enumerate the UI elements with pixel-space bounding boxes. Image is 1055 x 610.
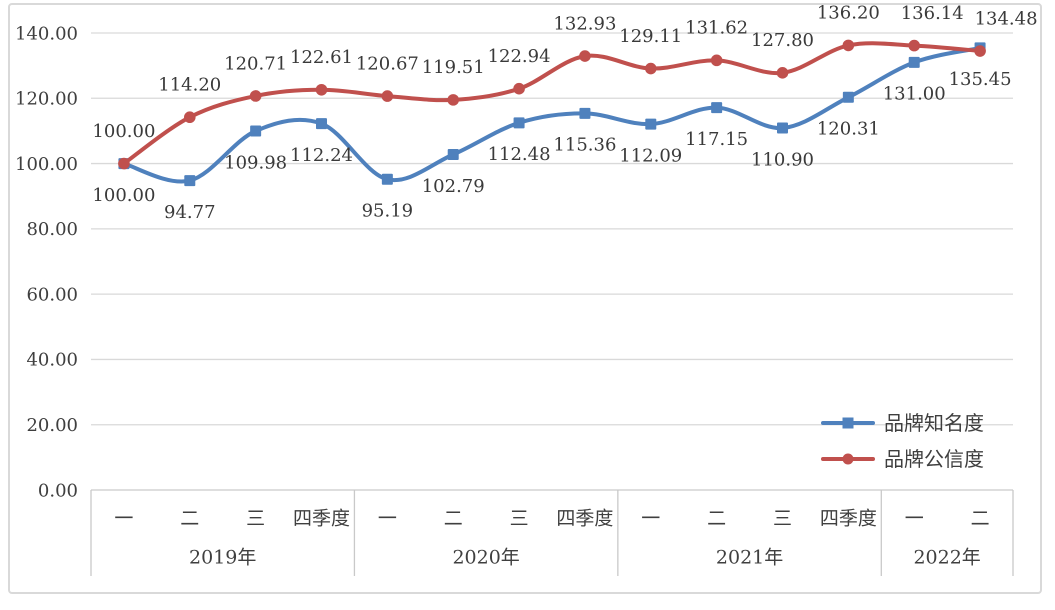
data-point-marker-brand-credibility <box>908 39 921 52</box>
legend-line-sample <box>821 417 875 428</box>
data-point-marker-brand-credibility <box>776 67 789 79</box>
data-point-marker-brand-awareness <box>711 102 723 114</box>
y-axis-tick-label: 80.00 <box>26 219 78 240</box>
y-axis-tick-label: 120.00 <box>15 89 78 110</box>
data-point-label-brand-credibility: 122.94 <box>488 46 551 67</box>
data-point-marker-brand-awareness <box>908 56 920 68</box>
circle-marker-icon <box>842 453 854 464</box>
chart-frame <box>8 3 1042 594</box>
data-point-marker-brand-credibility <box>842 39 855 52</box>
data-point-marker-brand-awareness <box>184 175 196 187</box>
x-axis-quarter-label: 二 <box>180 508 199 530</box>
data-point-label-brand-credibility: 136.14 <box>901 3 964 24</box>
data-point-label-brand-awareness: 117.15 <box>685 129 748 150</box>
legend: 品牌知名度 品牌公信度 <box>821 408 984 473</box>
data-point-label-brand-credibility: 132.93 <box>553 13 616 34</box>
x-axis-quarter-label: 一 <box>378 508 397 530</box>
legend-item-brand-awareness[interactable]: 品牌知名度 <box>821 408 984 437</box>
x-axis-quarter-label: 四季度 <box>820 508 877 530</box>
x-axis-year-label: 2019年 <box>189 547 256 569</box>
data-point-label-brand-awareness: 100.00 <box>92 185 155 206</box>
legend-line-sample <box>821 453 875 464</box>
data-point-label-brand-credibility: 134.48 <box>975 8 1038 29</box>
data-point-marker-brand-awareness <box>316 118 327 130</box>
x-axis-quarter-label: 四季度 <box>556 508 613 530</box>
y-axis-tick-label: 100.00 <box>15 154 78 175</box>
data-point-marker-brand-credibility <box>513 82 525 95</box>
data-point-marker-brand-credibility <box>183 111 196 124</box>
data-point-label-brand-awareness: 109.98 <box>224 152 287 173</box>
x-axis-quarter-label: 三 <box>246 508 265 530</box>
data-point-marker-brand-awareness <box>250 125 262 137</box>
data-point-label-brand-awareness: 112.24 <box>290 145 353 166</box>
square-marker-icon <box>842 417 854 428</box>
x-axis-year-label: 2022年 <box>913 547 980 569</box>
data-point-label-brand-awareness: 95.19 <box>362 201 414 222</box>
data-point-label-brand-credibility: 136.20 <box>817 3 880 24</box>
x-axis-year-label: 2021年 <box>716 547 783 569</box>
data-point-marker-brand-awareness <box>381 173 393 185</box>
x-axis-quarter-label: 一 <box>641 508 660 530</box>
data-point-marker-brand-credibility <box>249 90 262 102</box>
x-axis-quarter-label: 一 <box>114 508 133 530</box>
data-point-label-brand-credibility: 122.61 <box>290 47 353 68</box>
data-point-label-brand-credibility: 120.67 <box>356 53 419 74</box>
data-point-marker-brand-credibility <box>710 54 723 67</box>
x-axis-quarter-label: 二 <box>971 508 990 530</box>
data-point-marker-brand-credibility <box>381 90 394 102</box>
data-point-marker-brand-credibility <box>118 157 130 170</box>
y-axis-tick-label: 20.00 <box>26 415 78 436</box>
x-axis-quarter-label: 二 <box>707 508 726 530</box>
data-point-label-brand-credibility: 120.71 <box>224 53 287 74</box>
data-point-label-brand-awareness: 110.90 <box>751 149 814 170</box>
data-point-marker-brand-awareness <box>645 118 657 130</box>
data-point-marker-brand-credibility <box>447 94 460 106</box>
data-point-label-brand-credibility: 131.62 <box>685 18 748 39</box>
data-point-marker-brand-credibility <box>315 83 328 96</box>
x-axis-quarter-label: 三 <box>773 508 792 530</box>
data-point-marker-brand-credibility <box>974 45 986 57</box>
data-point-marker-brand-awareness <box>513 117 525 129</box>
x-axis-year-label: 2020年 <box>452 547 519 569</box>
data-point-marker-brand-awareness <box>777 122 788 134</box>
data-point-label-brand-awareness: 112.48 <box>488 144 551 165</box>
data-point-label-brand-awareness: 135.45 <box>949 69 1012 90</box>
legend-item-brand-credibility[interactable]: 品牌公信度 <box>821 444 984 473</box>
data-point-marker-brand-awareness <box>842 91 854 103</box>
x-axis-quarter-label: 一 <box>905 508 924 530</box>
data-point-marker-brand-credibility <box>644 62 657 75</box>
data-point-label-brand-awareness: 102.79 <box>422 176 485 197</box>
data-point-label-brand-credibility: 114.20 <box>158 75 221 96</box>
x-axis-quarter-label: 四季度 <box>293 508 350 530</box>
data-point-marker-brand-awareness <box>579 107 591 119</box>
legend-label: 品牌公信度 <box>884 446 984 471</box>
x-axis-quarter-label: 二 <box>444 508 463 530</box>
y-axis-tick-label: 0.00 <box>38 480 78 501</box>
data-point-label-brand-credibility: 127.80 <box>751 30 814 51</box>
data-point-marker-brand-credibility <box>579 50 591 62</box>
data-point-label-brand-awareness: 131.00 <box>883 84 946 105</box>
y-axis-tick-label: 140.00 <box>15 23 78 44</box>
y-axis-tick-label: 40.00 <box>26 350 78 371</box>
y-axis-tick-label: 60.00 <box>26 284 78 305</box>
data-point-label-brand-awareness: 112.09 <box>619 145 682 166</box>
legend-label: 品牌知名度 <box>884 410 984 435</box>
x-axis-quarter-label: 三 <box>510 508 529 530</box>
data-point-label-brand-credibility: 119.51 <box>422 57 485 78</box>
data-point-label-brand-awareness: 115.36 <box>553 135 616 156</box>
series-line-brand-credibility <box>121 41 983 166</box>
data-point-label-brand-awareness: 120.31 <box>817 119 880 140</box>
data-point-label-brand-awareness: 94.77 <box>164 202 216 223</box>
data-point-marker-brand-awareness <box>447 148 459 160</box>
data-point-label-brand-credibility: 129.11 <box>619 26 682 47</box>
data-point-label-brand-credibility: 100.00 <box>92 121 155 142</box>
